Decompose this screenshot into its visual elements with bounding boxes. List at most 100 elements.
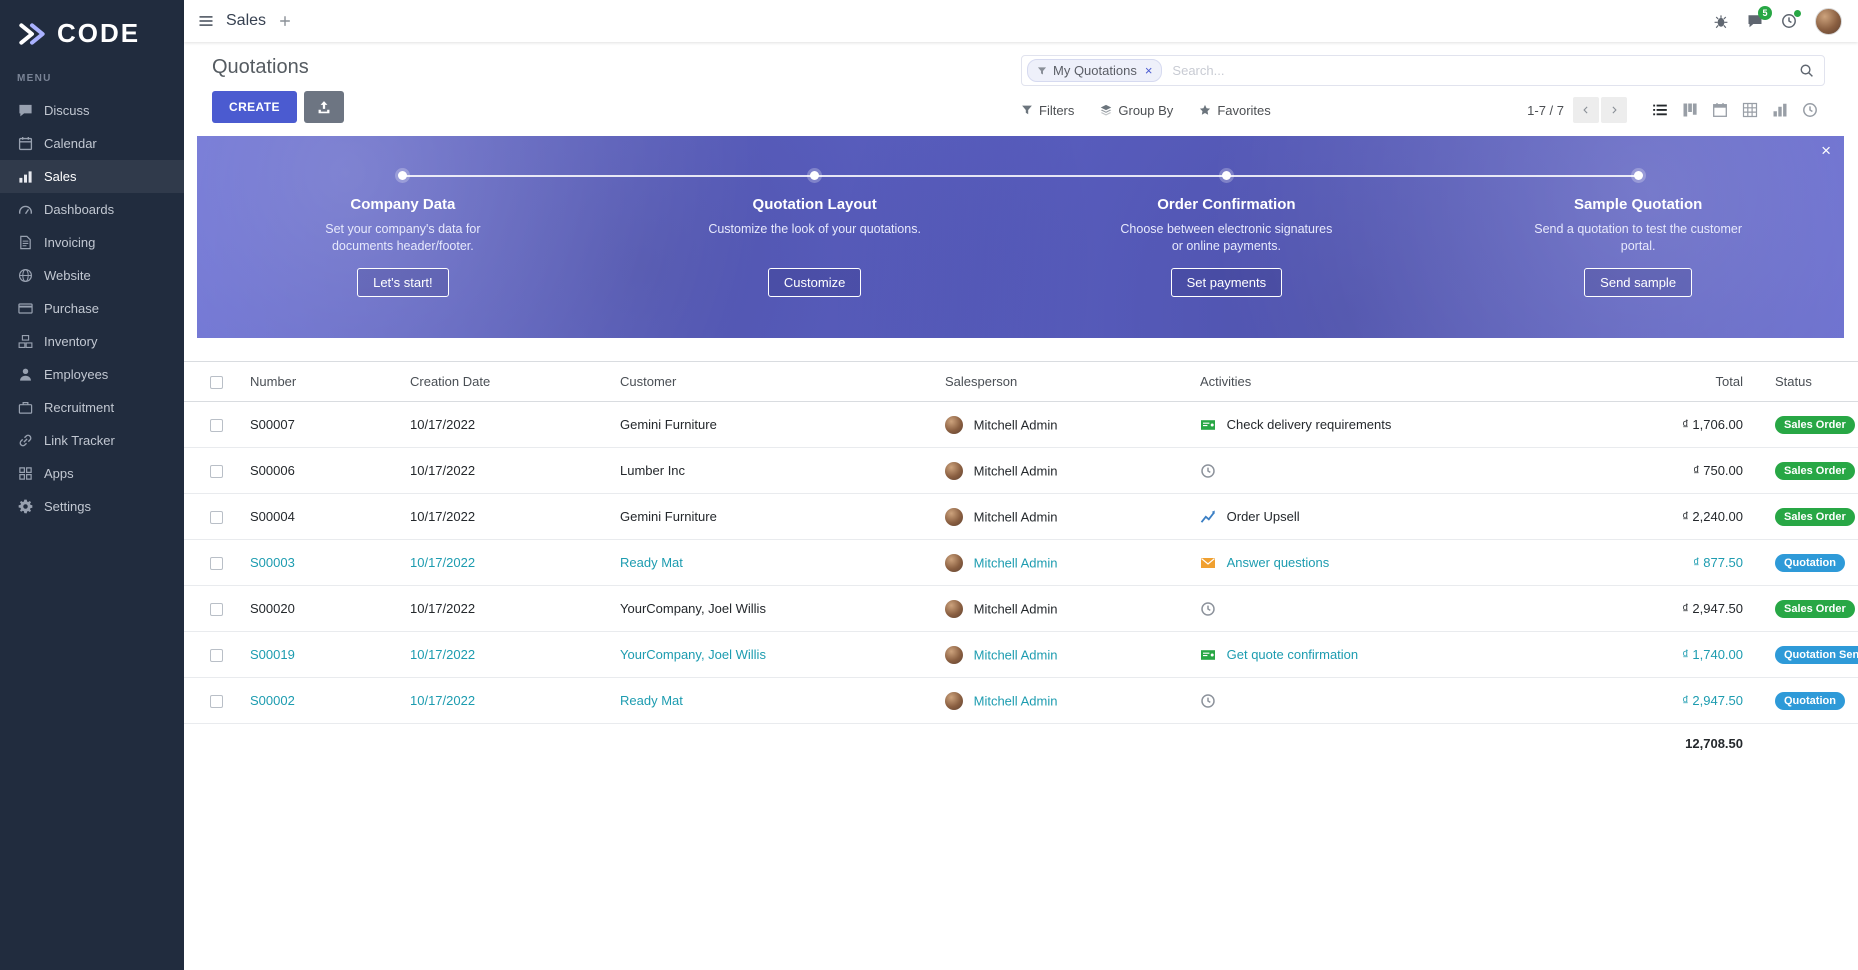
- sales-icon: [18, 169, 33, 184]
- list-view-button[interactable]: [1645, 97, 1675, 123]
- row-checkbox[interactable]: [210, 695, 223, 709]
- row-s00007[interactable]: S00007 10/17/2022 Gemini Furniture Mitch…: [184, 402, 1858, 448]
- row-s00006[interactable]: S00006 10/17/2022 Lumber Inc Mitchell Ad…: [184, 448, 1858, 494]
- quotation-number: S00002: [250, 693, 295, 708]
- search-input[interactable]: [1162, 63, 1799, 78]
- step-title: Sample Quotation: [1573, 196, 1703, 213]
- column-total[interactable]: Total: [1715, 374, 1743, 389]
- star-icon: [1199, 104, 1211, 116]
- activities-button[interactable]: [1781, 9, 1802, 29]
- graph-view-button[interactable]: [1765, 97, 1795, 123]
- search-toolbar: Filters Group By Favorites 1-7 / 7: [1021, 97, 1825, 123]
- sidebar-item-calendar[interactable]: Calendar: [0, 127, 184, 160]
- customer-name: Lumber Inc: [620, 463, 686, 478]
- row-s00020[interactable]: S00020 10/17/2022 YourCompany, Joel Will…: [184, 586, 1858, 632]
- sidebar-item-apps[interactable]: Apps: [0, 457, 184, 490]
- sidebar-item-inventory[interactable]: Inventory: [0, 325, 184, 358]
- salesperson-avatar: [945, 645, 963, 664]
- kanban-view-button[interactable]: [1675, 97, 1705, 123]
- select-all-checkbox[interactable]: [210, 376, 223, 390]
- row-checkbox[interactable]: [210, 465, 223, 479]
- sidebar-item-sales[interactable]: Sales: [0, 160, 184, 193]
- brand-logo[interactable]: CODE: [0, 0, 184, 67]
- row-s00002[interactable]: S00002 10/17/2022 Ready Mat Mitchell Adm…: [184, 678, 1858, 724]
- messages-button[interactable]: 5: [1747, 6, 1772, 29]
- dashboards-icon: [18, 202, 33, 217]
- calendar-view-button[interactable]: [1705, 97, 1735, 123]
- favorites-label: Favorites: [1217, 102, 1271, 118]
- favorites-button[interactable]: Favorites: [1199, 102, 1271, 118]
- activity-email-icon[interactable]: [1200, 555, 1216, 571]
- facet-remove-icon[interactable]: ×: [1144, 63, 1153, 78]
- step-description: Choose between electronic signatures or …: [1120, 222, 1333, 253]
- activity-label: Check delivery requirements: [1226, 417, 1392, 433]
- sidebar-item-settings[interactable]: Settings: [0, 490, 184, 523]
- row-checkbox[interactable]: [210, 419, 223, 433]
- salesperson-cell: Mitchell Admin: [929, 540, 1184, 586]
- activity-list-icon[interactable]: [1200, 647, 1216, 663]
- sidebar-item-link-tracker[interactable]: Link Tracker: [0, 424, 184, 457]
- row-s00004[interactable]: S00004 10/17/2022 Gemini Furniture Mitch…: [184, 494, 1858, 540]
- total-amount: ₫ 1,706.00: [1682, 417, 1743, 432]
- salesperson-name: Mitchell Admin: [973, 601, 1058, 616]
- step-action-button[interactable]: Let's start!: [357, 268, 449, 297]
- banner-close-icon[interactable]: ×: [1821, 141, 1831, 160]
- sidebar-item-purchase[interactable]: Purchase: [0, 292, 184, 325]
- activity-clock-icon[interactable]: [1200, 601, 1216, 617]
- total-amount: ₫ 2,240.00: [1682, 509, 1743, 524]
- sidebar-item-dashboards[interactable]: Dashboards: [0, 193, 184, 226]
- debug-bug-icon[interactable]: [1713, 13, 1729, 29]
- pager-previous-button[interactable]: [1573, 97, 1599, 123]
- create-button[interactable]: CREATE: [212, 91, 297, 123]
- row-checkbox[interactable]: [210, 511, 223, 525]
- search-icon[interactable]: [1799, 63, 1814, 78]
- sidebar-item-invoicing[interactable]: Invoicing: [0, 226, 184, 259]
- purchase-icon: [18, 301, 33, 316]
- messages-badge: 5: [1758, 6, 1772, 20]
- select-all-cell: [184, 362, 234, 402]
- step-action-button[interactable]: Set payments: [1170, 268, 1283, 297]
- kanban-icon: [1682, 102, 1698, 118]
- activity-chart-icon[interactable]: [1200, 509, 1216, 525]
- creation-date: 10/17/2022: [410, 463, 476, 478]
- filter-funnel-icon: [1021, 104, 1033, 116]
- calendar-icon: [18, 136, 33, 151]
- sidebar-item-discuss[interactable]: Discuss: [0, 94, 184, 127]
- row-s00003[interactable]: S00003 10/17/2022 Ready Mat Mitchell Adm…: [184, 540, 1858, 586]
- row-checkbox[interactable]: [210, 557, 223, 571]
- sidebar-item-recruitment[interactable]: Recruitment: [0, 391, 184, 424]
- brand-logo-icon: [16, 21, 48, 47]
- import-button[interactable]: [303, 91, 344, 123]
- column-salesperson[interactable]: Salesperson: [945, 374, 1018, 389]
- column-creation-date[interactable]: Creation Date: [410, 374, 491, 389]
- activity-clock-icon[interactable]: [1200, 463, 1216, 479]
- step-action-button[interactable]: Send sample: [1584, 268, 1693, 297]
- salesperson-name: Mitchell Admin: [973, 693, 1058, 708]
- status-badge: Sales Order: [1775, 415, 1855, 434]
- creation-date: 10/17/2022: [410, 417, 476, 432]
- column-activities[interactable]: Activities: [1200, 374, 1252, 389]
- row-s00019[interactable]: S00019 10/17/2022 YourCompany, Joel Will…: [184, 632, 1858, 678]
- add-tab-icon[interactable]: [278, 14, 292, 28]
- row-checkbox[interactable]: [210, 649, 223, 663]
- activity-clock-icon[interactable]: [1200, 693, 1216, 709]
- column-customer[interactable]: Customer: [620, 374, 677, 389]
- activity-view-button[interactable]: [1795, 97, 1825, 123]
- step-action-button[interactable]: Customize: [767, 268, 862, 297]
- activity-cell: [1184, 586, 1574, 632]
- column-number[interactable]: Number: [250, 374, 297, 389]
- pager-next-button[interactable]: [1601, 97, 1627, 123]
- filters-button[interactable]: Filters: [1021, 103, 1074, 118]
- search-facet[interactable]: My Quotations ×: [1027, 59, 1163, 82]
- column-status[interactable]: Status: [1775, 374, 1812, 389]
- app-title[interactable]: Sales: [226, 12, 267, 29]
- group-by-button[interactable]: Group By: [1100, 103, 1173, 118]
- sidebar-item-employees[interactable]: Employees: [0, 358, 184, 391]
- user-avatar[interactable]: [1815, 7, 1842, 35]
- graph-icon: [1772, 102, 1788, 118]
- pivot-view-button[interactable]: [1735, 97, 1765, 123]
- sidebar-item-website[interactable]: Website: [0, 259, 184, 292]
- hamburger-menu-icon[interactable]: [198, 13, 214, 29]
- activity-list-icon[interactable]: [1200, 417, 1216, 433]
- row-checkbox[interactable]: [210, 603, 223, 617]
